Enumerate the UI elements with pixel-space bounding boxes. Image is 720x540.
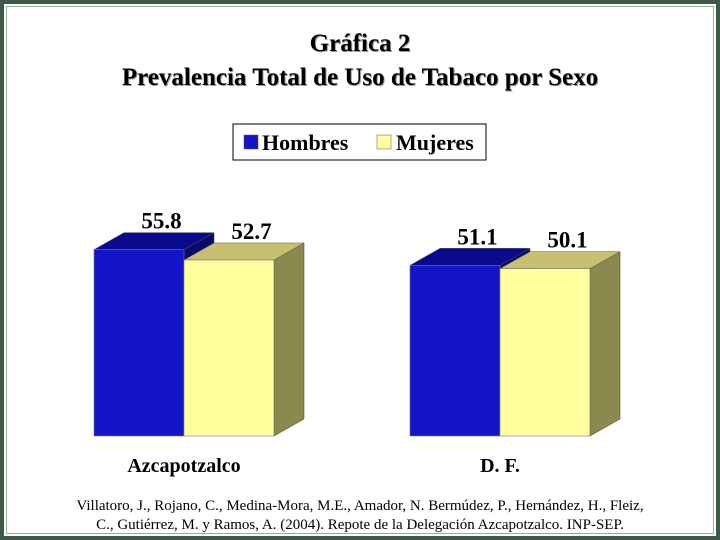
data-label-azcapotzalco-mujeres: 52.7: [231, 219, 271, 244]
source-citation-line1: Villatoro, J., Rojano, C., Medina-Mora, …: [76, 498, 644, 514]
slide-inner-border: [6, 6, 714, 534]
bar-azcapotzalco-mujeres: [183, 259, 275, 437]
category-label-d-f: D. F.: [480, 455, 520, 477]
data-label-azcapotzalco-hombres: 55.8: [141, 209, 181, 234]
legend-label-mujeres: Mujeres: [396, 130, 474, 155]
bar-d-f-mujeres: [499, 268, 591, 437]
legend-swatch-mujeres: [376, 134, 392, 150]
labels-group: 55.8 52.7 Azcapotzalco 51.1 50.1 D. F.: [127, 209, 587, 477]
bar-azcapotzalco-hombres: [93, 249, 185, 437]
category-label-azcapotzalco: Azcapotzalco: [127, 455, 240, 477]
bar-side-d-f-mujeres: [589, 251, 621, 437]
legend-label-hombres: Hombres: [262, 130, 349, 155]
data-label-d-f-mujeres: 50.1: [547, 228, 587, 253]
bar-side-azcapotzalco-mujeres: [273, 242, 305, 437]
legend-swatch-hombres: [243, 134, 259, 150]
source-citation-line2: C., Gutiérrez, M. y Ramos, A. (2004). Re…: [96, 517, 624, 533]
chart-title: Gráfica 2: [309, 30, 411, 57]
bars-group: [93, 232, 621, 437]
bar-d-f-hombres: [409, 265, 501, 437]
legend-box: [232, 123, 487, 161]
data-label-d-f-hombres: 51.1: [457, 224, 497, 249]
chart-subtitle: Prevalencia Total de Uso de Tabaco por S…: [121, 64, 599, 91]
legend: Hombres Mujeres: [232, 123, 487, 161]
